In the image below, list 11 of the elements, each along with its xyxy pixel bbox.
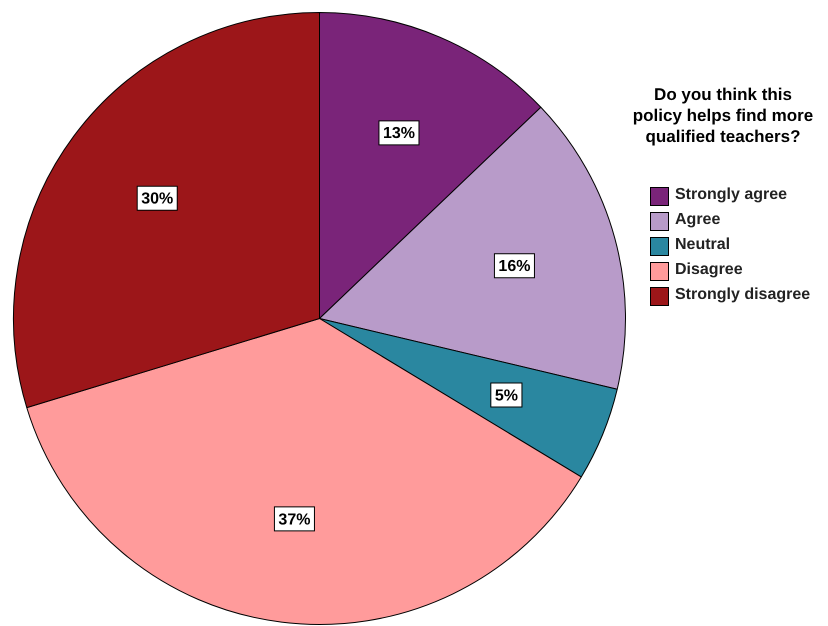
data-label: 16% <box>498 258 530 276</box>
legend-label: Neutral <box>675 235 732 255</box>
legend-label: Agree <box>675 210 722 230</box>
legend-title: Do you think this policy helps find more qualified teachers? <box>632 84 814 147</box>
data-label: 5% <box>494 387 518 404</box>
legend-label: Disagree <box>675 260 744 280</box>
legend-label: Strongly disagree <box>675 285 812 305</box>
data-label: 30% <box>141 190 174 208</box>
data-label: 37% <box>278 511 310 528</box>
data-label: 13% <box>382 125 415 142</box>
legend-label: Strongly agree <box>675 185 788 205</box>
